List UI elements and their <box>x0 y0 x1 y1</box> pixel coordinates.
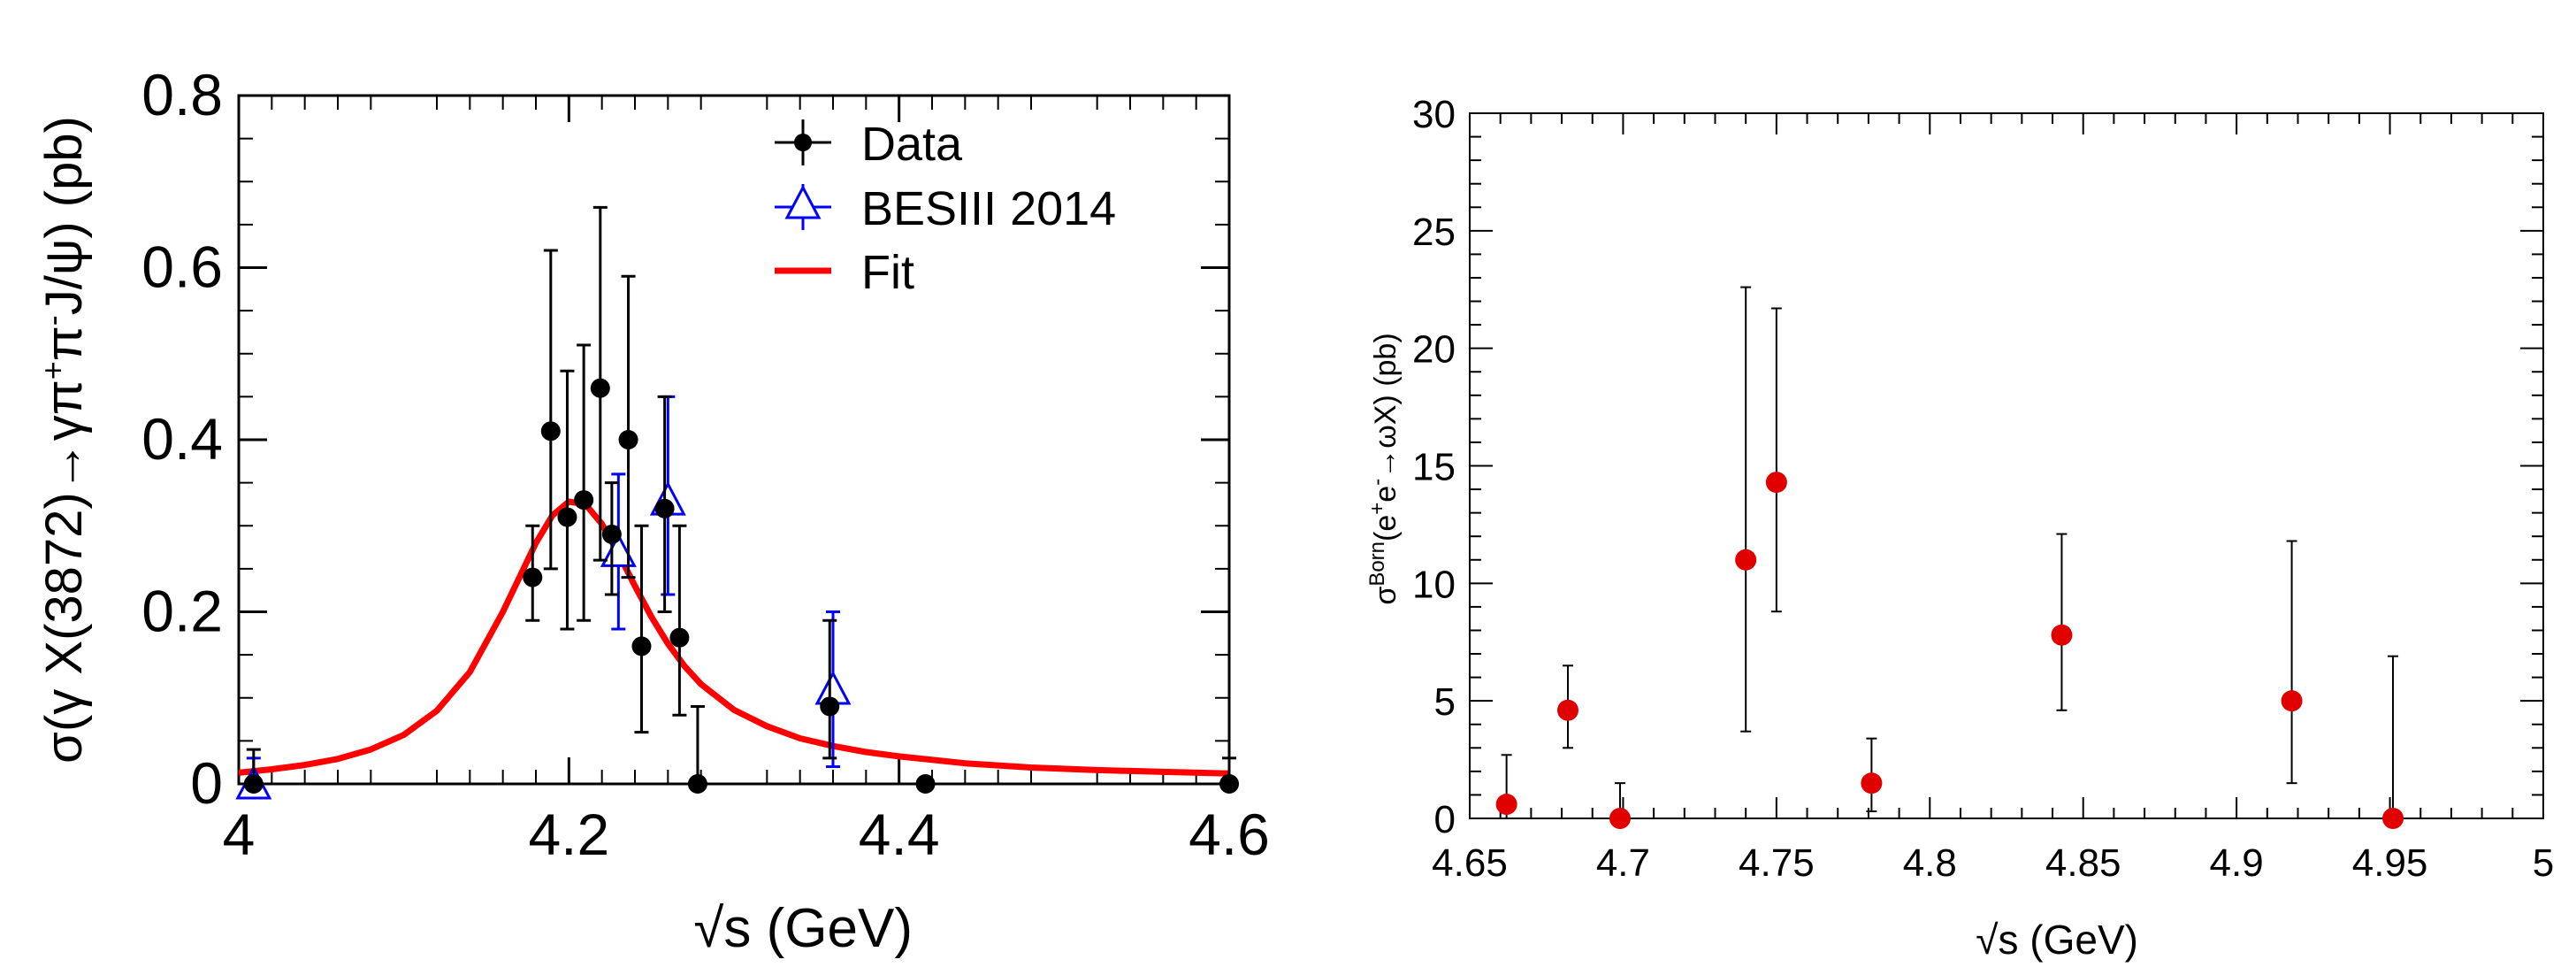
x-tick-label: 4.9 <box>2210 841 2264 885</box>
omega-data-point <box>1735 549 1757 571</box>
legend-label-besiii: BESIII 2014 <box>861 182 1116 235</box>
right-x-axis-label: √s (GeV) <box>1976 917 2138 963</box>
data-point <box>669 627 690 648</box>
legend-item-fit: Fit <box>775 246 914 299</box>
omega-data-point <box>1609 808 1631 829</box>
omega-x-series <box>1495 286 2404 829</box>
x-tick-label: 4.95 <box>2352 841 2428 885</box>
right-x-axis: 4.65 4.7 4.75 4.8 4.85 4.9 4.95 5 <box>1432 113 2554 885</box>
data-point <box>915 774 936 794</box>
data-point <box>631 636 652 656</box>
x-tick-label: 5 <box>2533 841 2554 885</box>
besiii-point <box>600 533 637 567</box>
data-point <box>654 498 675 518</box>
y-tick-label: 0.2 <box>141 579 223 644</box>
x-tick-label: 4.75 <box>1739 841 1815 885</box>
data-point <box>590 378 610 398</box>
x-tick-label: 4.2 <box>528 802 609 867</box>
y-tick-label: 0.8 <box>141 62 223 127</box>
right-y-axis-label: σBorn(e+e-→ωX) (pb) <box>1365 333 1403 604</box>
data-point <box>243 774 264 794</box>
besiii-series <box>235 395 852 800</box>
x-tick-label: 4.7 <box>1596 841 1650 885</box>
right-plot-frame <box>1469 112 2544 819</box>
x-tick-label: 4 <box>223 802 256 867</box>
right-chart: 4.65 4.7 4.75 4.8 4.85 4.9 4.95 5 051015202530 … <box>1365 93 2555 963</box>
x-tick-label: 4.6 <box>1189 802 1270 867</box>
left-x-axis-label: √s (GeV) <box>693 898 913 959</box>
omega-data-point <box>1765 472 1787 494</box>
y-tick-label: 0.4 <box>141 406 223 472</box>
x-tick-label: 4.4 <box>859 802 940 867</box>
omega-data-point <box>1861 772 1883 795</box>
y-tick-label: 25 <box>1412 211 1456 254</box>
y-tick-label: 5 <box>1434 680 1456 724</box>
fit-curve <box>238 498 1230 777</box>
y-tick-label: 30 <box>1412 93 1456 136</box>
y-tick-label: 0 <box>190 750 223 816</box>
y-tick-label: 15 <box>1412 446 1456 489</box>
data-point <box>1219 774 1239 794</box>
data-point <box>820 696 840 717</box>
legend-item-besiii: BESIII 2014 <box>775 182 1116 235</box>
data-point <box>540 421 561 441</box>
omega-data-point <box>2051 624 2073 646</box>
y-tick-label: 20 <box>1412 328 1456 372</box>
omega-data-point <box>2382 808 2404 829</box>
omega-data-point <box>2281 690 2303 712</box>
data-point <box>601 524 622 544</box>
omega-data-point <box>1495 794 1517 816</box>
y-tick-label: 0.6 <box>141 234 223 300</box>
x-tick-label: 4.85 <box>2045 841 2121 885</box>
legend-item-data: Data <box>775 118 963 171</box>
fit-curve-layer <box>238 498 1230 777</box>
omega-data-point <box>1556 699 1578 721</box>
y-tick-label: 10 <box>1412 563 1456 606</box>
left-y-axis-label: σ(γ X(3872)→γπ+π-J/ψ) (pb) <box>34 116 94 764</box>
left-chart: 4 4.2 4.4 4.6 0 0.2 0.4 0.6 0.8 √s (GeV) σ(γ X(… <box>34 62 1270 959</box>
left-x-axis: 4 4.2 4.4 4.6 <box>223 96 1270 867</box>
data-point <box>574 490 594 511</box>
legend-label-fit: Fit <box>861 246 914 299</box>
data-point <box>557 507 577 527</box>
x-tick-label: 4.65 <box>1432 841 1508 885</box>
legend: Data BESIII 2014 Fit <box>775 118 1116 299</box>
legend-label-data: Data <box>861 118 963 171</box>
data-point <box>687 774 707 794</box>
y-tick-label: 0 <box>1434 798 1456 841</box>
data-point <box>523 567 543 587</box>
left-y-axis: 0 0.2 0.4 0.6 0.8 <box>141 62 1229 816</box>
x-tick-label: 4.8 <box>1903 841 1957 885</box>
data-point <box>618 430 638 449</box>
right-y-axis: 0 5 10 15 20 25 30 <box>1412 93 2543 841</box>
data-series <box>243 205 1239 794</box>
